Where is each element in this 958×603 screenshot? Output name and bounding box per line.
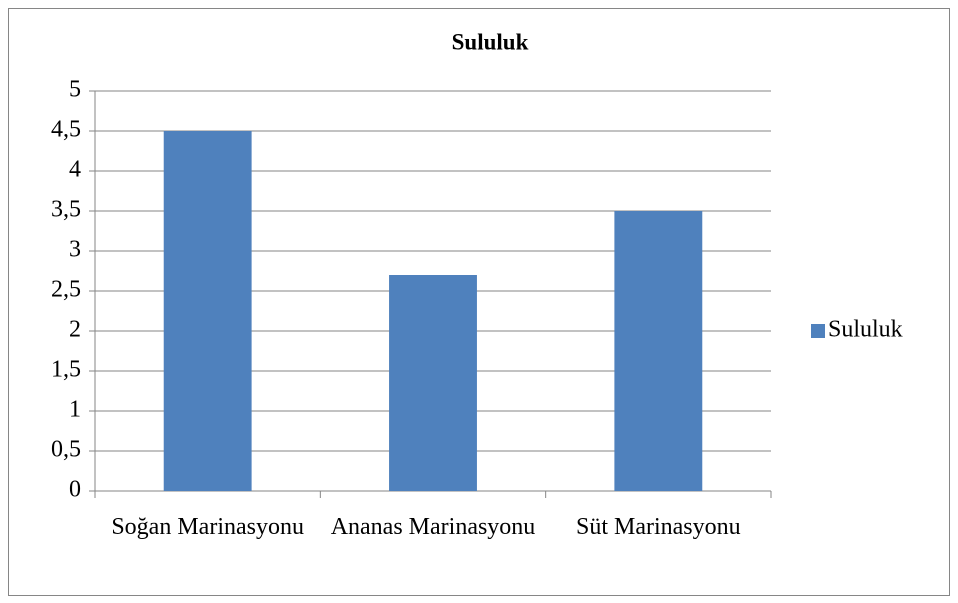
bar xyxy=(614,211,703,491)
chart-border xyxy=(8,8,950,596)
x-tick-label: Ananas Marinasyonu xyxy=(330,514,536,540)
y-tick-label: 4,5 xyxy=(51,117,81,143)
y-tick-label: 2 xyxy=(69,317,81,343)
y-tick-label: 1,5 xyxy=(51,357,81,383)
bar xyxy=(389,275,477,491)
x-tick-label: Süt Marinasyonu xyxy=(575,514,741,540)
y-tick-label: 0 xyxy=(69,477,81,503)
legend-label: Sululuk xyxy=(828,317,903,343)
y-tick-label: 3,5 xyxy=(51,197,81,223)
chart-title: Sululuk xyxy=(452,29,529,54)
legend-swatch xyxy=(811,324,825,338)
bar xyxy=(163,131,252,491)
y-tick-label: 5 xyxy=(69,77,81,103)
x-tick-label: Soğan Marinasyonu xyxy=(111,514,304,540)
y-tick-label: 4 xyxy=(69,157,81,183)
y-tick-label: 3 xyxy=(69,237,81,263)
y-tick-label: 1 xyxy=(69,397,81,423)
y-tick-label: 0,5 xyxy=(51,437,81,463)
y-tick-label: 2,5 xyxy=(51,277,81,303)
